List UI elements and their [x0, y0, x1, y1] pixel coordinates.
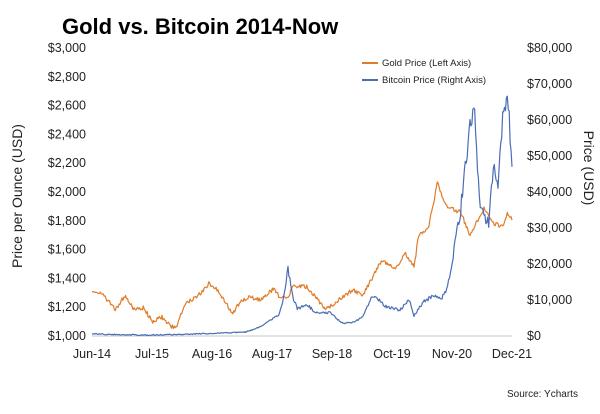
right-tick-label: $60,000: [527, 113, 572, 127]
left-tick-label: $1,400: [48, 271, 86, 285]
x-tick-label: Oct-19: [373, 347, 411, 361]
left-tick-label: $2,200: [48, 156, 86, 170]
chart-title: Gold vs. Bitcoin 2014-Now: [62, 14, 339, 39]
right-tick-label: $10,000: [527, 293, 572, 307]
right-tick-label: $40,000: [527, 185, 572, 199]
x-tick-label: Sep-18: [312, 347, 352, 361]
left-axis-ticks: $1,000 $1,200 $1,400 $1,600 $1,800 $2,000 $2,2…: [48, 41, 86, 343]
right-axis-title: Price (USD): [581, 131, 597, 206]
right-axis-ticks: $0 $10,000 $20,000 $30,000 $40,000 $50,000 $60…: [527, 41, 572, 343]
right-tick-label: $20,000: [527, 257, 572, 271]
legend: Gold Price (Left Axis) Bitcoin Price (Ri…: [362, 58, 486, 86]
x-tick-label: Jul-15: [135, 347, 169, 361]
right-tick-label: $30,000: [527, 221, 572, 235]
right-tick-label: $80,000: [527, 41, 572, 55]
right-tick-label: $0: [527, 329, 541, 343]
left-tick-label: $1,800: [48, 214, 86, 228]
x-tick-label: Jun-14: [73, 347, 111, 361]
x-axis-ticks: Jun-14 Jul-15 Aug-16 Aug-17 Sep-18 Oct-19 Nov-…: [73, 347, 532, 361]
left-tick-label: $2,000: [48, 185, 86, 199]
left-tick-label: $1,000: [48, 329, 86, 343]
x-tick-label: Aug-17: [252, 347, 292, 361]
source-note: Source: Ycharts: [507, 389, 578, 400]
legend-label-gold: Gold Price (Left Axis): [382, 58, 471, 69]
x-tick-label: Aug-16: [192, 347, 232, 361]
x-tick-label: Nov-20: [432, 347, 472, 361]
right-tick-label: $70,000: [527, 77, 572, 91]
series-line-bitcoin: [91, 95, 513, 337]
left-tick-label: $1,200: [48, 300, 86, 314]
left-tick-label: $3,000: [48, 41, 86, 55]
left-tick-label: $2,400: [48, 127, 86, 141]
series-line-gold: [91, 181, 513, 330]
series-layer: [91, 95, 513, 337]
x-tick-label: Dec-21: [492, 347, 532, 361]
left-tick-label: $2,800: [48, 70, 86, 84]
left-axis-title: Price per Ounce (USD): [9, 124, 25, 268]
right-tick-label: $50,000: [527, 149, 572, 163]
left-tick-label: $2,600: [48, 99, 86, 113]
legend-label-bitcoin: Bitcoin Price (Right Axis): [382, 75, 486, 86]
left-tick-label: $1,600: [48, 243, 86, 257]
